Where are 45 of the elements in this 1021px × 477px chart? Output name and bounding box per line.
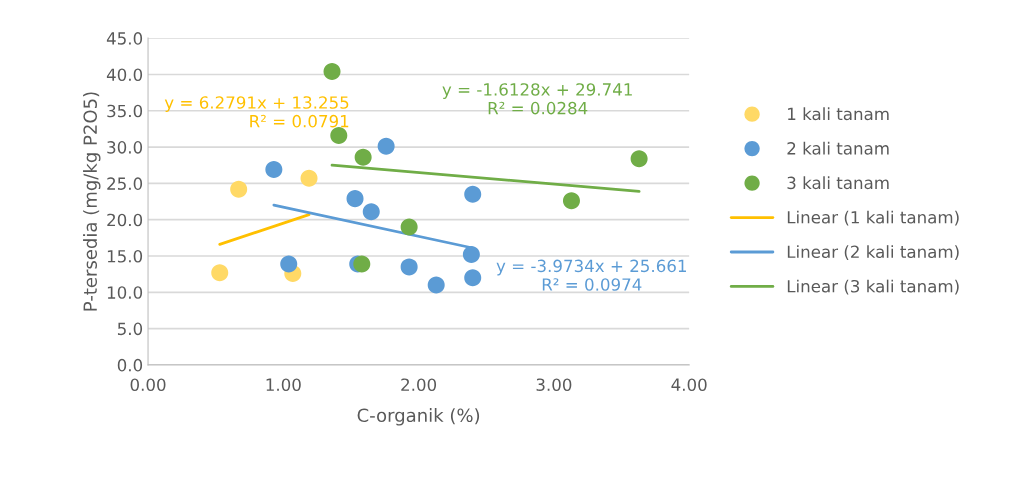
y-tick-label: 35.0	[107, 104, 143, 118]
point	[630, 150, 648, 168]
legend-label: Linear (1 kali tanam)	[787, 210, 959, 226]
point	[362, 203, 380, 221]
y-tick-label: 30.0	[107, 141, 143, 154]
y-tick-label: 20.0	[107, 213, 143, 227]
point	[562, 192, 580, 210]
y-tick-label: 45.0	[106, 32, 143, 45]
point	[464, 185, 482, 203]
point	[300, 169, 318, 187]
point	[230, 180, 248, 198]
annotation: y = -1.6128x + 29.741 R² = 0.0284	[442, 83, 632, 115]
y-tick-label: 15.0	[107, 249, 143, 263]
point	[462, 246, 480, 264]
point	[211, 264, 229, 282]
y-tick-label: 10.0	[107, 286, 143, 299]
legend-label: Linear (3 kali tanam)	[787, 279, 959, 295]
y-tick-label: 25.0	[107, 177, 143, 190]
x-tick-label: 1.00	[266, 378, 301, 391]
point	[280, 255, 298, 273]
point	[353, 255, 371, 273]
y-tick-label: 40.0	[106, 68, 143, 82]
legend-label: 3 kali tanam	[787, 176, 889, 190]
y-axis-title: P-tersedia (mg/kg P2O5)	[83, 92, 101, 311]
x-tick-label: 3.00	[536, 378, 572, 391]
point	[265, 161, 283, 179]
annotation: y = 6.2791x + 13.255 R² = 0.0791	[164, 96, 349, 128]
x-tick-label: 4.00	[671, 378, 707, 391]
x-tick-label: 2.00	[401, 378, 437, 391]
annotation: y = -3.9734x + 25.661 R² = 0.0974	[496, 259, 686, 291]
point	[346, 190, 364, 208]
point	[400, 218, 418, 236]
point	[323, 63, 341, 81]
legend-label: 2 kali tanam	[787, 141, 889, 155]
point	[377, 137, 395, 155]
x-axis-title: C-organik (%)	[357, 408, 480, 426]
point	[427, 276, 445, 294]
y-tick-label: 0.0	[117, 358, 143, 372]
point	[464, 269, 482, 287]
x-tick-label: 0.00	[130, 378, 166, 391]
y-tick-label: 5.0	[117, 322, 143, 336]
point	[354, 148, 372, 166]
point	[400, 258, 418, 276]
legend-label: Linear (2 kali tanam)	[787, 245, 959, 261]
legend-label: 1 kali tanam	[788, 107, 889, 121]
